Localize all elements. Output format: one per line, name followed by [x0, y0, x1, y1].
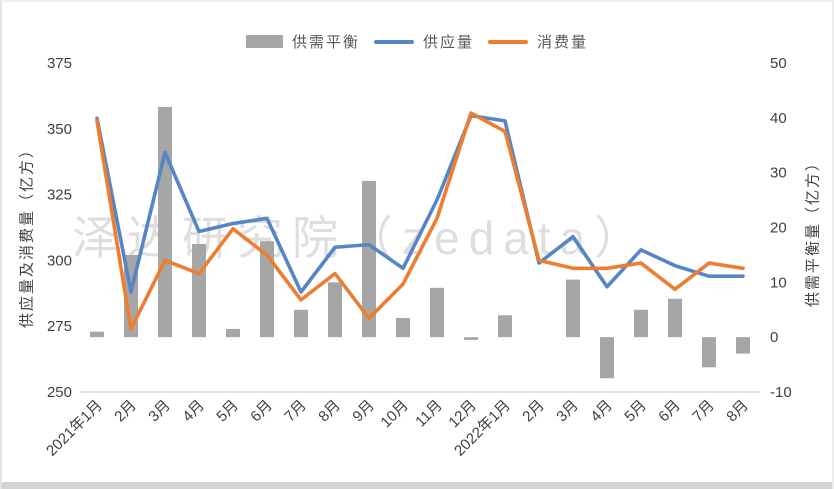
x-axis-tick-label: 2021年1月 [43, 397, 106, 460]
x-axis-tick-label: 2月 [111, 397, 140, 426]
legend-item-supply: 供应量 [373, 31, 475, 52]
balance-bar [226, 328, 240, 338]
supply-line-swatch-icon [373, 39, 414, 44]
bottom-border-bar [2, 482, 832, 489]
balance-bar [600, 337, 614, 379]
right-axis-tick-label: 0 [770, 329, 778, 346]
balance-bar [90, 331, 104, 338]
x-axis-tick-label: 8月 [723, 397, 752, 426]
x-axis-tick-label: 8月 [315, 397, 344, 426]
balance-bar [464, 337, 478, 340]
balance-bar [634, 309, 648, 338]
consumption-line-swatch-icon [488, 39, 529, 44]
x-axis-tick-label: 4月 [179, 397, 208, 426]
x-axis-tick-label: 3月 [553, 397, 582, 426]
x-axis-tick-label: 4月 [587, 397, 616, 426]
x-axis-tick-label: 7月 [689, 397, 718, 426]
balance-bar [158, 106, 172, 338]
x-axis-tick-label: 10月 [377, 397, 411, 431]
x-axis-tick-label: 11月 [412, 397, 446, 431]
x-axis-tick-label: 2月 [519, 397, 548, 426]
x-axis-tick-label: 9月 [349, 397, 378, 426]
left-axis-tick-label: 325 [47, 187, 72, 204]
x-axis-tick-label: 6月 [247, 397, 276, 426]
legend-item-consumption: 消费量 [488, 31, 588, 52]
x-axis-tick-label: 5月 [621, 397, 650, 426]
legend-label-balance: 供需平衡 [291, 34, 360, 51]
balance-bar [362, 180, 376, 338]
right-axis-tick-label: 20 [770, 220, 787, 237]
x-axis-tick-label: 5月 [213, 397, 242, 426]
legend-label-consumption: 消费量 [537, 34, 589, 51]
left-axis-tick-label: 250 [47, 384, 72, 401]
right-axis-title: 供需平衡量（亿方） [804, 154, 822, 308]
right-axis-tick-label: 10 [770, 274, 787, 291]
left-axis-tick-label: 350 [47, 121, 72, 138]
legend-label-supply: 供应量 [422, 34, 475, 51]
balance-bar [192, 243, 206, 338]
consumption-line [95, 111, 745, 331]
x-axis-tick-label: 7月 [281, 397, 310, 426]
x-axis-tick-label: 6月 [655, 397, 684, 426]
x-axis-tick-label: 3月 [145, 397, 174, 426]
right-axis-tick-label: -10 [770, 384, 792, 401]
right-axis-tick-label: 50 [770, 55, 787, 72]
balance-bar [294, 309, 308, 338]
balance-bar [328, 282, 342, 338]
left-axis-title: 供应量及消费量（亿方） [18, 141, 36, 329]
balance-bar [668, 298, 682, 338]
balance-bar [736, 337, 750, 354]
balance-bar [260, 241, 274, 338]
balance-bar [430, 287, 444, 338]
supply-line [95, 113, 745, 294]
balance-bar [498, 315, 512, 338]
right-axis-tick-label: 30 [770, 165, 787, 182]
left-axis-tick-label: 375 [47, 55, 72, 72]
balance-bar [566, 279, 580, 338]
balance-bar [396, 317, 410, 338]
right-axis-tick-label: 40 [770, 110, 787, 127]
left-axis-tick-label: 275 [47, 318, 72, 335]
balance-bar-swatch-icon [245, 35, 283, 48]
left-axis-tick-label: 300 [47, 252, 72, 269]
chart-legend: 供需平衡 供应量 消费量 [245, 31, 588, 52]
legend-item-balance: 供需平衡 [245, 31, 360, 52]
balance-bar [702, 337, 716, 368]
